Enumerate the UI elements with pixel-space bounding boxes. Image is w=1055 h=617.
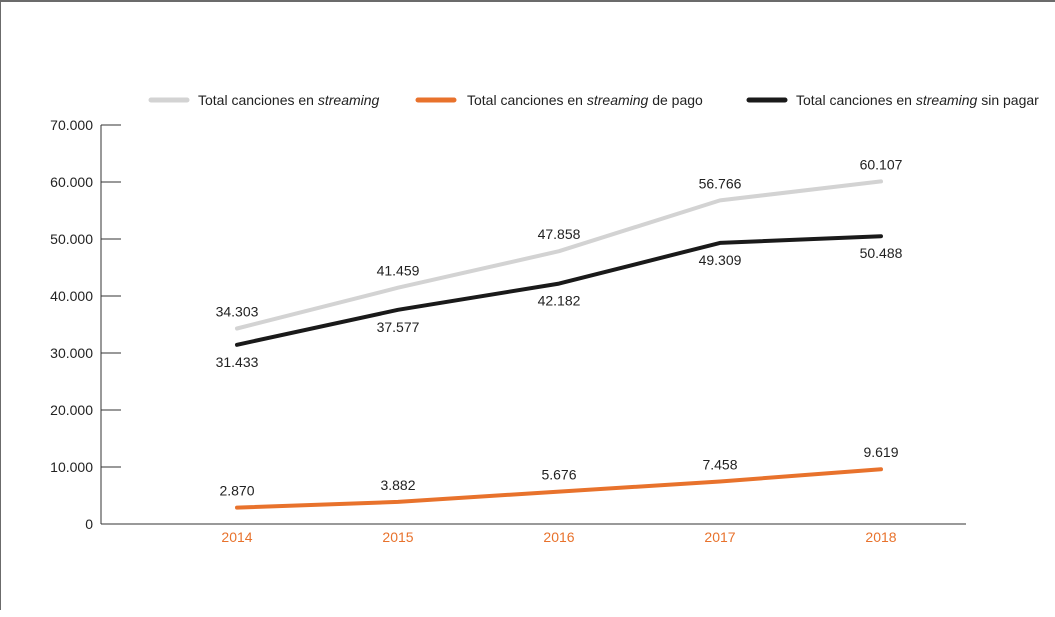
y-tick-label: 70.000 [50,117,93,133]
data-label: 31.433 [216,354,259,370]
legend-label-2: Total canciones en streaming sin pagar [796,92,1039,108]
y-tick-label: 50.000 [50,231,93,247]
data-label: 42.182 [538,293,581,309]
data-label: 47.858 [538,226,581,242]
series-line-2 [235,234,883,347]
legend-label-1: Total canciones en streaming de pago [467,92,703,108]
data-label: 5.676 [541,467,576,483]
legend-label-part: streaming [587,92,649,108]
data-labels: 34.303 41.459 47.858 56.766 60.107 31.433 37.5… [216,156,903,498]
data-label: 2.870 [219,483,254,499]
y-tick-label: 40.000 [50,288,93,304]
x-tick-label: 2017 [704,529,735,545]
legend-label-part: Total canciones en [467,92,587,108]
data-label: 34.303 [216,303,259,319]
legend-label-part: streaming [318,92,380,108]
axes: 0 10.000 20.000 30.000 40.000 50.000 60.000 70.… [50,117,966,545]
data-label: 49.309 [699,252,742,268]
data-label: 9.619 [863,444,898,460]
y-tick-label: 0 [85,516,93,532]
data-label: 50.488 [860,245,903,261]
data-label: 37.577 [377,319,420,335]
legend-label-part: Total canciones en [796,92,916,108]
x-tick-label: 2014 [221,529,252,545]
data-label: 41.459 [377,263,420,279]
legend-label-part: streaming [916,92,978,108]
data-label: 3.882 [380,477,415,493]
y-tick-label: 10.000 [50,459,93,475]
y-tick-label: 60.000 [50,174,93,190]
x-tick-label: 2018 [865,529,896,545]
legend-label-0: Total canciones en streaming [198,92,380,108]
series-lines [235,179,883,510]
data-label: 60.107 [860,156,903,172]
x-tick-label: 2015 [382,529,413,545]
data-label: 56.766 [699,175,742,191]
legend: Total canciones en streaming Total cancio… [148,92,1039,108]
x-tick-label: 2016 [543,529,574,545]
series-line-0 [235,179,883,331]
legend-label-part: sin pagar [977,92,1039,108]
y-tick-label: 20.000 [50,402,93,418]
legend-label-part: de pago [648,92,703,108]
series-line-1 [235,467,883,510]
data-label: 7.458 [702,456,737,472]
legend-label-part: Total canciones en [198,92,318,108]
y-tick-label: 30.000 [50,345,93,361]
